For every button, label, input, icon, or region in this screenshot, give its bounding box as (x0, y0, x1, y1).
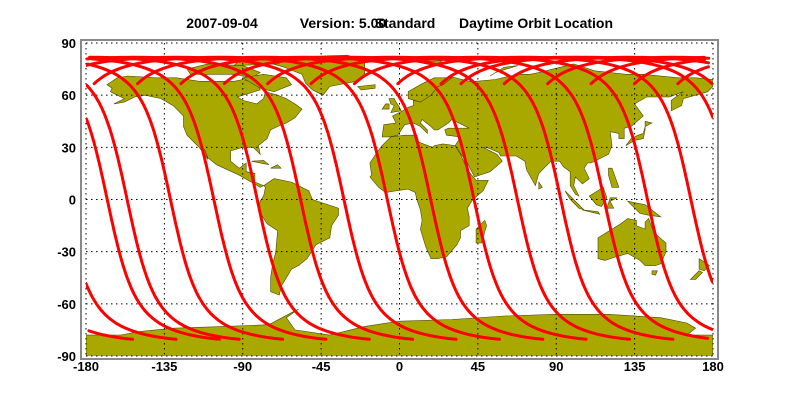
orbit-track (86, 83, 241, 341)
orbit-track (632, 58, 706, 86)
land-cuba (251, 160, 270, 165)
title-mode: Standard (375, 15, 436, 31)
x-tick-label: -45 (312, 359, 331, 374)
land-great-britain (388, 98, 402, 113)
land-tasmania (651, 270, 658, 276)
land-sumatra (564, 190, 585, 211)
title-version: Version: 5.00 (300, 15, 387, 31)
x-tick-label: 90 (549, 359, 563, 374)
x-tick-label: 0 (396, 359, 403, 374)
title-date: 2007-09-04 (186, 15, 258, 31)
land-south-america (258, 178, 339, 296)
x-tick-label: -135 (151, 359, 177, 374)
land-philippines (608, 167, 620, 188)
y-tick-label: 90 (62, 36, 76, 51)
y-tick-label: 30 (62, 140, 76, 155)
y-axis-ticks: 90 60 30 0 -30 -60 -90 (57, 36, 76, 364)
y-tick-label: -30 (57, 245, 76, 260)
grid-lines (85, 42, 714, 357)
land-sulawesi (606, 197, 618, 209)
x-tick-label: 45 (471, 359, 485, 374)
land-java (582, 209, 601, 215)
orbit-tracks (86, 55, 713, 341)
land-ireland (381, 103, 390, 110)
orbit-track (86, 62, 285, 341)
orbit-track (90, 57, 328, 341)
x-tick-label: 135 (624, 359, 646, 374)
land-north-america (106, 75, 303, 188)
plot-frame (80, 39, 719, 360)
orbit-track (86, 117, 221, 341)
x-tick-label: -180 (73, 359, 99, 374)
y-tick-label: -90 (57, 349, 76, 364)
y-tick-label: -60 (57, 297, 76, 312)
orbit-track (86, 55, 415, 341)
orbit-track (92, 55, 501, 341)
orbit-track (87, 329, 135, 341)
orbit-track (676, 65, 710, 86)
orbit-track (86, 282, 178, 341)
title-description: Daytime Orbit Location (459, 15, 613, 31)
land-greenland (271, 54, 366, 96)
y-tick-label: 60 (62, 88, 76, 103)
x-tick-label: 180 (702, 359, 724, 374)
land-new-zealand-south (689, 270, 704, 280)
orbit-track (352, 55, 713, 331)
x-tick-label: -90 (233, 359, 252, 374)
land-australia (597, 218, 667, 266)
orbit-track (86, 55, 458, 341)
orbit-track (266, 55, 675, 341)
land-eurasia (381, 63, 713, 197)
land-iceland (357, 84, 376, 91)
orbit-track (222, 55, 631, 341)
orbit-track (179, 55, 588, 341)
x-axis-ticks: -180 -135 -90 -45 0 45 90 135 180 (73, 359, 724, 374)
land-new-guinea (626, 200, 662, 218)
land-sri-lanka (538, 181, 543, 190)
orbit-track (136, 55, 545, 341)
orbit-track (309, 55, 710, 340)
orbit-track (88, 55, 371, 341)
land-hispaniola (270, 164, 282, 169)
orbit-track (396, 55, 713, 284)
orbit-track (439, 55, 713, 119)
y-tick-label: 0 (69, 193, 76, 208)
